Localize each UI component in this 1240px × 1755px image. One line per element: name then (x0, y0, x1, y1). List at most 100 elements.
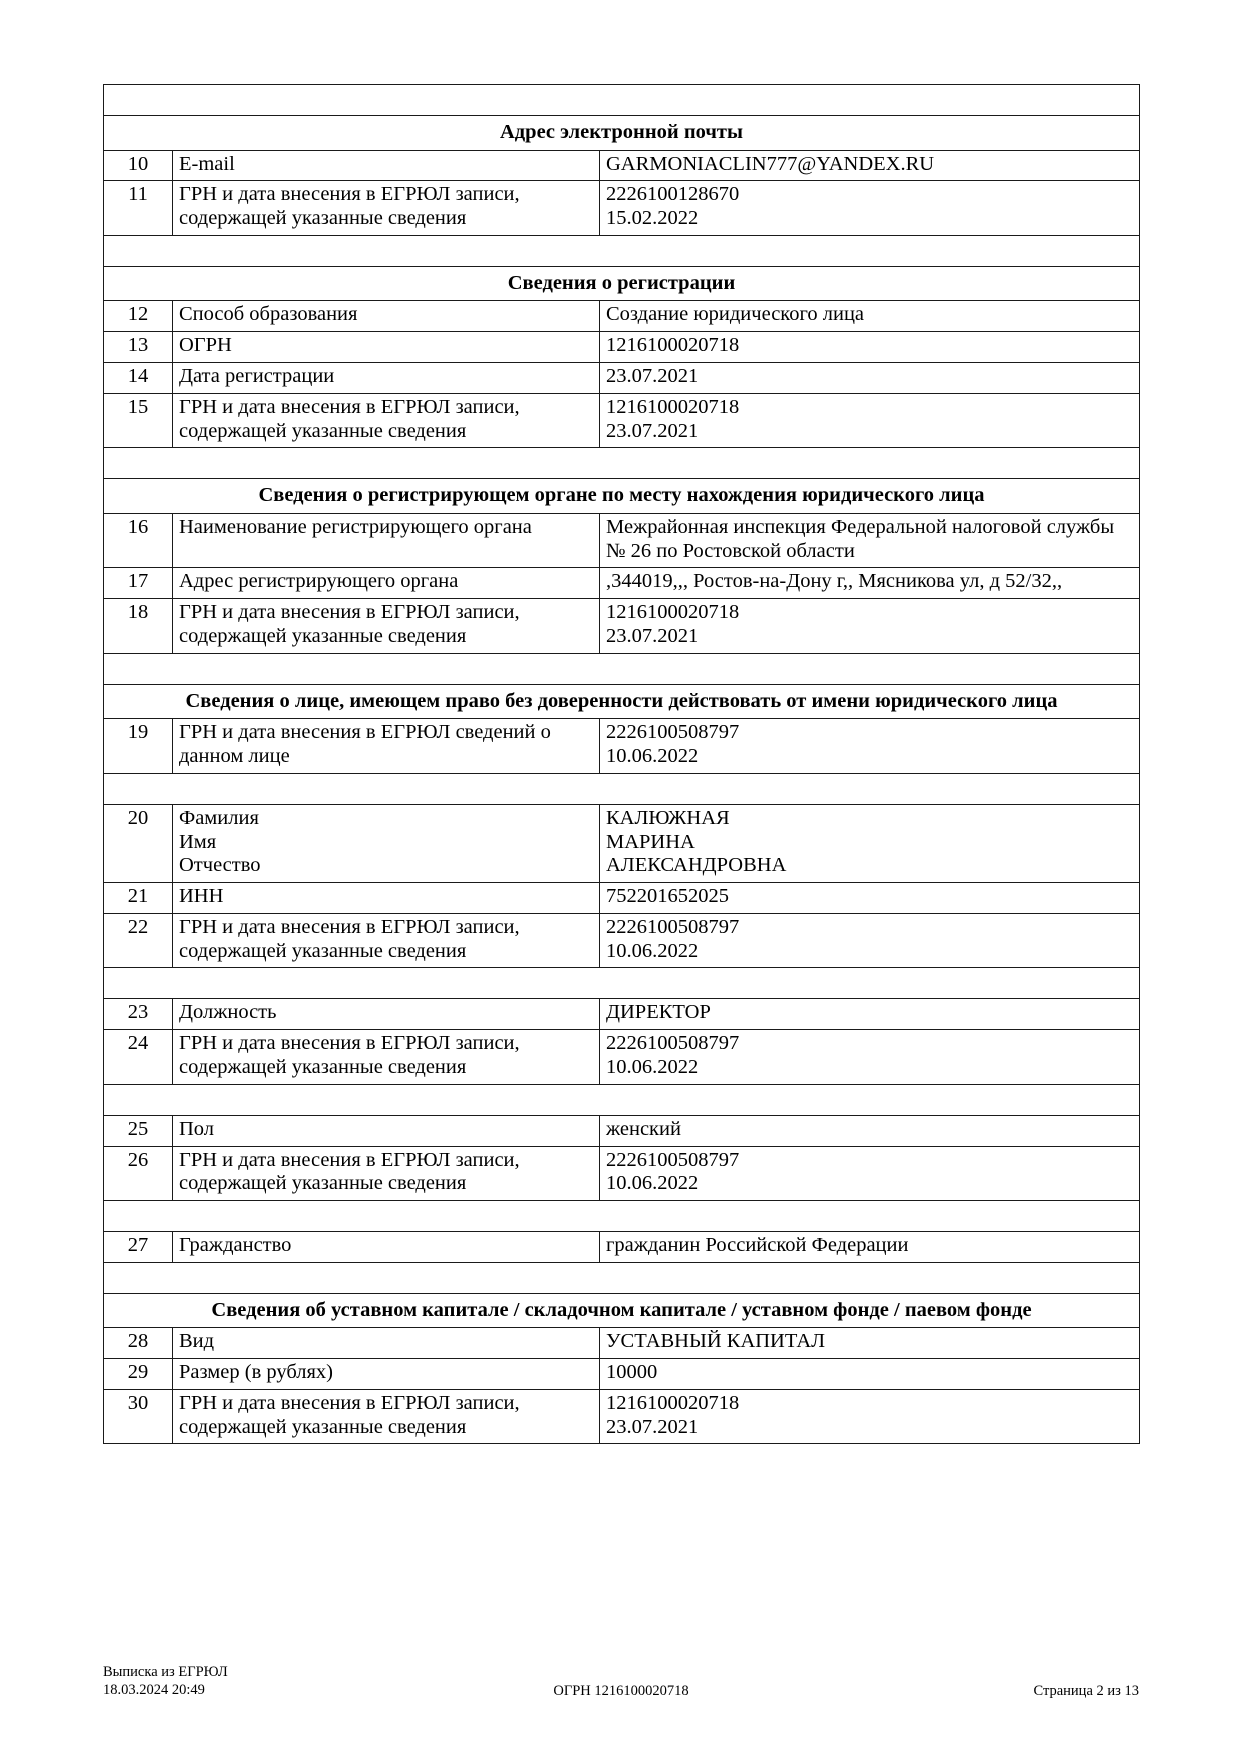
row-value: 2226100508797 10.06.2022 (598, 912, 1141, 969)
row-value: 2226100508797 10.06.2022 (598, 718, 1141, 774)
row-value: 1216100020718 (598, 331, 1141, 364)
row-value: 1216100020718 23.07.2021 (598, 392, 1141, 449)
row-number: 18 (103, 598, 173, 654)
section-header-label: Сведения об уставном капитале / складочн… (102, 1292, 1141, 1329)
spacer-row (102, 772, 1141, 805)
spacer-cell (102, 1083, 1141, 1116)
spacer-row (102, 234, 1141, 267)
spacer-cell (102, 84, 1141, 116)
row-value: ДИРЕКТОР (598, 998, 1141, 1031)
table-row: 23 Должность ДИРЕКТОР (103, 998, 1141, 1031)
row-value: 2226100508797 10.06.2022 (598, 1145, 1141, 1202)
row-number: 11 (103, 180, 173, 236)
spacer-cell (102, 772, 1141, 805)
row-label: Размер (в рублях) (172, 1358, 600, 1390)
footer-ogrn: ОГРН 1216100020718 (553, 1683, 689, 1699)
row-value: 1216100020718 23.07.2021 (598, 1388, 1141, 1445)
row-number: 21 (103, 882, 173, 914)
row-label: Фамилия Имя Отчество (172, 803, 600, 884)
spacer-row (102, 1083, 1141, 1116)
row-label: Должность (172, 998, 600, 1031)
section-header-person: Сведения о лице, имеющем право без довер… (102, 683, 1141, 720)
row-number: 30 (103, 1388, 173, 1445)
row-number: 29 (103, 1358, 173, 1390)
row-label: ГРН и дата внесения в ЕГРЮЛ записи, соде… (172, 598, 600, 654)
row-value: КАЛЮЖНАЯ МАРИНА АЛЕКСАНДРОВНА (598, 803, 1141, 884)
row-number: 26 (103, 1145, 173, 1202)
section-header-registration: Сведения о регистрации (102, 265, 1141, 302)
section-header-capital: Сведения об уставном капитале / складочн… (102, 1292, 1141, 1329)
row-number: 22 (103, 912, 173, 969)
row-label: ГРН и дата внесения в ЕГРЮЛ записи, соде… (172, 912, 600, 969)
row-label: ГРН и дата внесения в ЕГРЮЛ записи, соде… (172, 180, 600, 236)
row-number: 27 (103, 1231, 173, 1263)
section-header-reg-authority: Сведения о регистрирующем органе по мест… (102, 478, 1141, 514)
table-row: 20 Фамилия Имя Отчество КАЛЮЖНАЯ МАРИНА … (103, 803, 1141, 884)
row-label: Наименование регистрирующего органа (172, 512, 600, 569)
row-number: 15 (103, 392, 173, 449)
spacer-row (102, 1200, 1141, 1233)
section-header-email: Адрес электронной почты (102, 115, 1141, 151)
egrul-data-table: Адрес электронной почты 10 E-mail GARMON… (102, 84, 1141, 1445)
section-header-label: Сведения о регистрирующем органе по мест… (102, 478, 1141, 514)
row-number: 28 (103, 1327, 173, 1360)
table-row: 14 Дата регистрации 23.07.2021 (103, 362, 1141, 394)
spacer-cell (102, 1261, 1141, 1294)
row-value: 752201652025 (598, 882, 1141, 914)
table-row: 13 ОГРН 1216100020718 (103, 331, 1141, 364)
row-number: 13 (103, 331, 173, 364)
row-label: ИНН (172, 882, 600, 914)
row-label: ГРН и дата внесения в ЕГРЮЛ записи, соде… (172, 1145, 600, 1202)
table-row: 26 ГРН и дата внесения в ЕГРЮЛ записи, с… (103, 1145, 1141, 1202)
row-value: 2226100508797 10.06.2022 (598, 1029, 1141, 1085)
row-value: ,344019,,, Ростов-на-Дону г,, Мясникова … (598, 567, 1141, 600)
section-header-label: Адрес электронной почты (102, 115, 1141, 151)
row-value: Межрайонная инспекция Федеральной налого… (598, 512, 1141, 569)
row-value: 10000 (598, 1358, 1141, 1390)
section-header-label: Сведения о лице, имеющем право без довер… (102, 683, 1141, 720)
table-row: 29 Размер (в рублях) 10000 (103, 1358, 1141, 1390)
row-label: E-mail (172, 149, 600, 182)
table-row: 22 ГРН и дата внесения в ЕГРЮЛ записи, с… (103, 912, 1141, 969)
row-label: ОГРН (172, 331, 600, 364)
spacer-cell (102, 447, 1141, 480)
spacer-cell (102, 967, 1141, 1000)
spacer-row (102, 1261, 1141, 1294)
table-row: 24 ГРН и дата внесения в ЕГРЮЛ записи, с… (103, 1029, 1141, 1085)
spacer-row (102, 652, 1141, 685)
row-value: гражданин Российской Федерации (598, 1231, 1141, 1263)
row-number: 23 (103, 998, 173, 1031)
spacer-cell (102, 234, 1141, 267)
table-row: 27 Гражданство гражданин Российской Феде… (103, 1231, 1141, 1263)
spacer-cell (102, 652, 1141, 685)
row-value: GARMONIACLIN777@YANDEX.RU (598, 149, 1141, 182)
row-number: 17 (103, 567, 173, 600)
table-row: 28 Вид УСТАВНЫЙ КАПИТАЛ (103, 1327, 1141, 1360)
row-number: 19 (103, 718, 173, 774)
row-value: 23.07.2021 (598, 362, 1141, 394)
table-row: 18 ГРН и дата внесения в ЕГРЮЛ записи, с… (103, 598, 1141, 654)
row-number: 10 (103, 149, 173, 182)
spacer-row (102, 967, 1141, 1000)
row-label: ГРН и дата внесения в ЕГРЮЛ сведений о д… (172, 718, 600, 774)
table-row: 19 ГРН и дата внесения в ЕГРЮЛ сведений … (103, 718, 1141, 774)
row-label: ГРН и дата внесения в ЕГРЮЛ записи, соде… (172, 392, 600, 449)
row-label: Гражданство (172, 1231, 600, 1263)
table-row: 11 ГРН и дата внесения в ЕГРЮЛ записи, с… (103, 180, 1141, 236)
row-label: ГРН и дата внесения в ЕГРЮЛ записи, соде… (172, 1029, 600, 1085)
spacer-row (102, 447, 1141, 480)
row-value: Создание юридического лица (598, 300, 1141, 333)
row-value: 2226100128670 15.02.2022 (598, 180, 1141, 236)
footer-page-number: Страница 2 из 13 (1033, 1683, 1139, 1699)
row-value: женский (598, 1114, 1141, 1147)
row-label: Способ образования (172, 300, 600, 333)
table-row: 15 ГРН и дата внесения в ЕГРЮЛ записи, с… (103, 392, 1141, 449)
row-value: УСТАВНЫЙ КАПИТАЛ (598, 1327, 1141, 1360)
row-number: 12 (103, 300, 173, 333)
table-row: 25 Пол женский (103, 1114, 1141, 1147)
footer-document-info: Выписка из ЕГРЮЛ 18.03.2024 20:49 (103, 1664, 228, 1699)
row-label: Адрес регистрирующего органа (172, 567, 600, 600)
row-number: 20 (103, 803, 173, 884)
row-label: Пол (172, 1114, 600, 1147)
row-number: 16 (103, 512, 173, 569)
